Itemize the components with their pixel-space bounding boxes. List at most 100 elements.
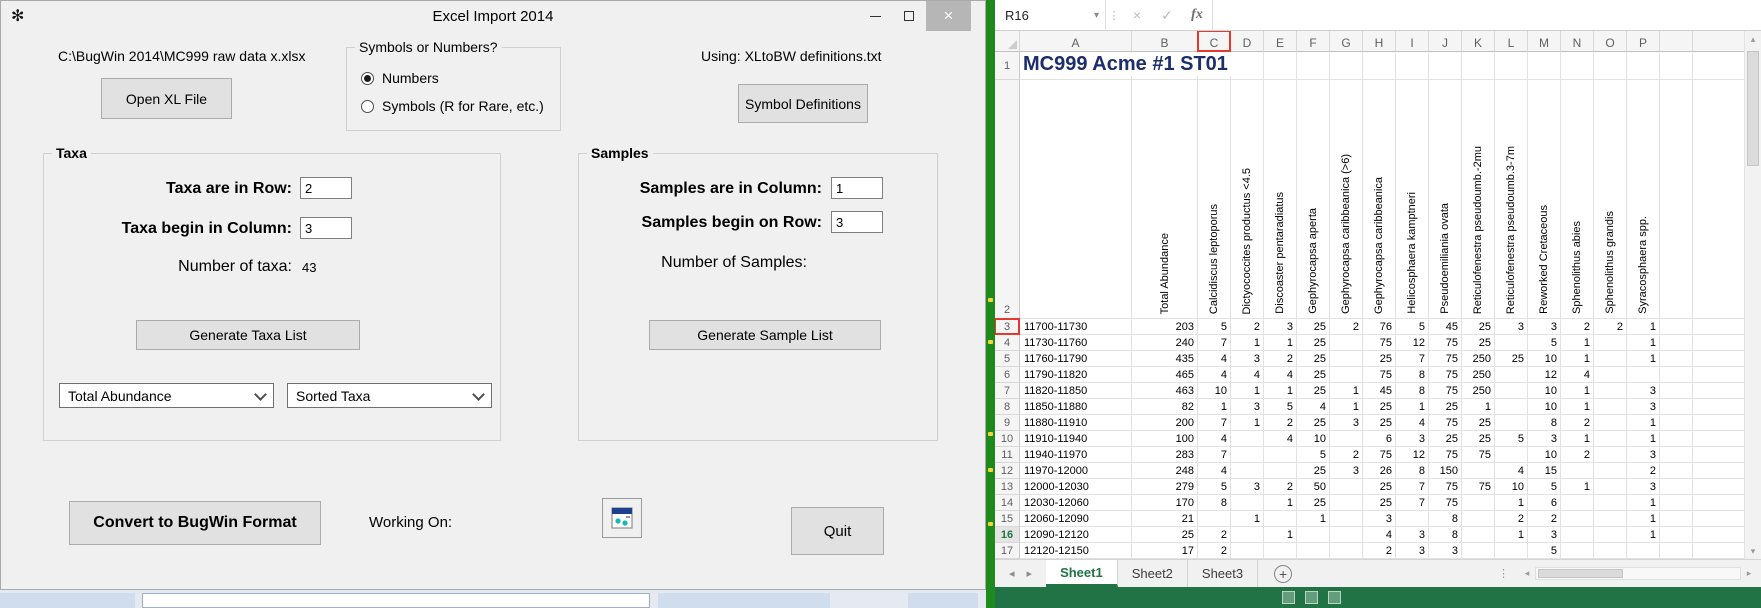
vertical-scrollbar[interactable]: ▴ ▾ [1744, 31, 1761, 559]
data-cell-G11[interactable]: 2 [1330, 447, 1363, 463]
data-cell-I17[interactable]: 3 [1396, 543, 1429, 559]
data-cell-E3[interactable]: 3 [1264, 319, 1297, 335]
data-cell-K3[interactable]: 25 [1462, 319, 1495, 335]
data-cell-E15[interactable] [1264, 511, 1297, 527]
data-cell-N7[interactable]: 1 [1561, 383, 1594, 399]
data-cell-D13[interactable]: 3 [1231, 479, 1264, 495]
sheet-tab-sheet2[interactable]: Sheet2 [1118, 560, 1188, 587]
sample-cell-A15[interactable]: 12060-12090 [1020, 511, 1132, 527]
data-cell-M14[interactable]: 6 [1528, 495, 1561, 511]
data-cell-B5[interactable]: 435 [1132, 351, 1198, 367]
taxa-header-cell-D[interactable]: Dictyococcites productus <4.5 [1231, 80, 1264, 319]
taxa-header-cell-B[interactable]: Total Abundance [1132, 80, 1198, 319]
data-cell-F11[interactable]: 5 [1297, 447, 1330, 463]
cell-K1[interactable] [1462, 52, 1495, 80]
data-cell-H13[interactable]: 25 [1363, 479, 1396, 495]
data-cell-N4[interactable]: 1 [1561, 335, 1594, 351]
data-cell-P7[interactable]: 3 [1627, 383, 1660, 399]
data-cell-I8[interactable]: 1 [1396, 399, 1429, 415]
data-cell-L7[interactable] [1495, 383, 1528, 399]
data-cell-D12[interactable] [1231, 463, 1264, 479]
data-cell-F15[interactable]: 1 [1297, 511, 1330, 527]
data-cell-P5[interactable]: 1 [1627, 351, 1660, 367]
data-cell-K15[interactable] [1462, 511, 1495, 527]
data-cell-K12[interactable] [1462, 463, 1495, 479]
data-cell-F14[interactable]: 25 [1297, 495, 1330, 511]
taxa-header-cell-M[interactable]: Reworked Cretaceous [1528, 80, 1561, 319]
row-number-1[interactable]: 1 [995, 52, 1020, 80]
symbol-definitions-button[interactable]: Symbol Definitions [738, 84, 868, 123]
bugwin-preview-button[interactable] [602, 498, 642, 538]
data-cell-E4[interactable]: 1 [1264, 335, 1297, 351]
data-cell-L17[interactable] [1495, 543, 1528, 559]
taxa-header-cell-K[interactable]: Reticulofenestra pseudoumb.-2mu [1462, 80, 1495, 319]
data-cell-J14[interactable]: 75 [1429, 495, 1462, 511]
data-cell-C14[interactable]: 8 [1198, 495, 1231, 511]
data-cell-L4[interactable] [1495, 335, 1528, 351]
row-number-14[interactable]: 14 [995, 495, 1020, 511]
data-cell-G4[interactable] [1330, 335, 1363, 351]
taxa-order-dropdown[interactable]: Sorted Taxa [287, 383, 492, 408]
data-cell-K13[interactable]: 75 [1462, 479, 1495, 495]
taxa-header-cell-P[interactable]: Syracosphaera spp. [1627, 80, 1660, 319]
sample-cell-A5[interactable]: 11760-11790 [1020, 351, 1132, 367]
taskbar-item[interactable] [142, 593, 650, 608]
data-cell-H12[interactable]: 26 [1363, 463, 1396, 479]
taxa-row-input[interactable] [300, 177, 352, 199]
data-cell-G16[interactable] [1330, 527, 1363, 543]
data-cell-N16[interactable] [1561, 527, 1594, 543]
row-number-8[interactable]: 8 [995, 399, 1020, 415]
data-cell-E11[interactable] [1264, 447, 1297, 463]
data-cell-M8[interactable]: 10 [1528, 399, 1561, 415]
data-cell-L5[interactable]: 25 [1495, 351, 1528, 367]
data-cell-P17[interactable] [1627, 543, 1660, 559]
data-cell-J3[interactable]: 45 [1429, 319, 1462, 335]
data-cell-C6[interactable]: 4 [1198, 367, 1231, 383]
generate-taxa-list-button[interactable]: Generate Taxa List [136, 320, 360, 350]
data-cell-D15[interactable]: 1 [1231, 511, 1264, 527]
data-cell-E7[interactable]: 1 [1264, 383, 1297, 399]
radio-unselected-icon[interactable] [361, 99, 374, 113]
data-cell-E9[interactable]: 2 [1264, 415, 1297, 431]
data-cell-E5[interactable]: 2 [1264, 351, 1297, 367]
radio-option-symbols[interactable]: Symbols (R for Rare, etc.) [361, 98, 544, 114]
sample-cell-A17[interactable]: 12120-12150 [1020, 543, 1132, 559]
data-cell-D5[interactable]: 3 [1231, 351, 1264, 367]
data-cell-P16[interactable]: 1 [1627, 527, 1660, 543]
radio-selected-icon[interactable] [361, 71, 374, 85]
data-cell-M12[interactable]: 15 [1528, 463, 1561, 479]
data-cell-E14[interactable]: 1 [1264, 495, 1297, 511]
data-cell-D9[interactable]: 1 [1231, 415, 1264, 431]
data-cell-E13[interactable]: 2 [1264, 479, 1297, 495]
data-cell-H11[interactable]: 75 [1363, 447, 1396, 463]
close-button[interactable]: × [926, 1, 971, 31]
data-cell-L13[interactable]: 10 [1495, 479, 1528, 495]
data-cell-P4[interactable]: 1 [1627, 335, 1660, 351]
taxa-header-cell-A[interactable] [1020, 80, 1132, 319]
radio-option-numbers[interactable]: Numbers [361, 70, 439, 86]
data-cell-H16[interactable]: 4 [1363, 527, 1396, 543]
data-cell-M13[interactable]: 5 [1528, 479, 1561, 495]
cell-O1[interactable] [1594, 52, 1627, 80]
sample-cell-A11[interactable]: 11940-11970 [1020, 447, 1132, 463]
data-cell-C4[interactable]: 7 [1198, 335, 1231, 351]
row-number-6[interactable]: 6 [995, 367, 1020, 383]
data-cell-F12[interactable]: 25 [1297, 463, 1330, 479]
cell-J1[interactable] [1429, 52, 1462, 80]
data-cell-P10[interactable]: 1 [1627, 431, 1660, 447]
data-cell-G15[interactable] [1330, 511, 1363, 527]
convert-to-bugwin-button[interactable]: Convert to BugWin Format [69, 501, 321, 545]
data-cell-L10[interactable]: 5 [1495, 431, 1528, 447]
sample-cell-A10[interactable]: 11910-11940 [1020, 431, 1132, 447]
data-cell-F8[interactable]: 4 [1297, 399, 1330, 415]
data-cell-G9[interactable]: 3 [1330, 415, 1363, 431]
data-cell-H14[interactable]: 25 [1363, 495, 1396, 511]
maximize-button[interactable] [892, 1, 926, 31]
data-cell-O12[interactable] [1594, 463, 1627, 479]
normal-view-icon[interactable] [1282, 591, 1295, 604]
scroll-up-icon[interactable]: ▴ [1750, 33, 1756, 44]
next-sheet-icon[interactable]: ▸ [1026, 568, 1033, 580]
data-cell-O13[interactable] [1594, 479, 1627, 495]
data-cell-G8[interactable]: 1 [1330, 399, 1363, 415]
data-cell-K7[interactable]: 250 [1462, 383, 1495, 399]
